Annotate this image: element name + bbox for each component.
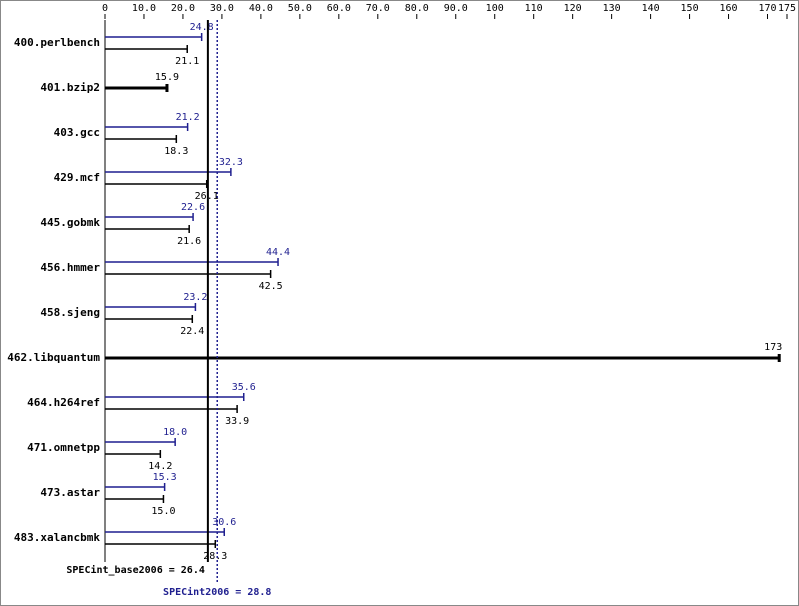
x-tick-label: 120 [564,3,582,14]
value-label: 24.8 [190,22,214,33]
value-label: 35.6 [232,382,256,393]
value-label: 15.9 [155,72,179,83]
category-label: 456.hmmer [40,261,100,274]
bar [105,303,197,311]
bar [105,180,208,188]
x-tick-label: 90.0 [444,3,468,14]
x-tick-label: 20.0 [171,3,195,14]
x-tick-label: 150 [681,3,699,14]
bar [105,315,194,323]
x-tick-label: 110 [525,3,543,14]
bar [105,450,162,458]
value-label: 15.3 [153,472,177,483]
category-label: 445.gobmk [40,216,100,229]
x-tick-label: 170 [758,3,776,14]
category-label: 471.omnetpp [27,441,100,454]
value-label: 21.2 [176,112,200,123]
bar [105,528,226,536]
value-label: 28.3 [203,551,227,562]
bar [105,225,190,233]
value-label: 22.6 [181,202,205,213]
reference-label: SPECint2006 = 28.8 [163,586,271,598]
bar [105,483,166,491]
bar [105,168,232,176]
bar [105,495,165,503]
x-tick-label: 10.0 [132,3,156,14]
category-label: 401.bzip2 [40,81,100,94]
category-label: 473.astar [40,486,100,499]
x-tick-label: 60.0 [327,3,351,14]
x-tick-label: 100 [486,3,504,14]
value-label: 32.3 [219,157,243,168]
bar [105,258,279,266]
value-label: 15.0 [151,506,175,517]
value-label: 21.6 [177,236,201,247]
value-label: 23.2 [183,292,207,303]
bar [105,540,217,548]
bar [105,438,176,446]
category-label: 400.perlbench [14,36,100,49]
value-label: 33.9 [225,416,249,427]
bar [105,123,189,131]
reference-label: SPECint_base2006 = 26.4 [66,564,204,576]
value-label: 18.3 [164,146,188,157]
category-label: 464.h264ref [27,396,100,409]
category-label: 429.mcf [54,171,100,184]
bar [105,135,178,143]
x-tick-label: 40.0 [249,3,273,14]
category-label: 483.xalancbmk [14,531,100,544]
value-label: 42.5 [259,281,283,292]
bar [105,393,245,401]
category-label: 458.sjeng [40,306,100,319]
x-tick-label: 80.0 [405,3,429,14]
x-tick-label: 30.0 [210,3,234,14]
value-label: 21.1 [175,56,199,67]
bar [105,213,194,221]
x-tick-label: 175 [778,3,796,14]
value-label: 14.2 [148,461,172,472]
bar [105,270,272,278]
x-tick-label: 140 [642,3,660,14]
category-label: 462.libquantum [7,351,100,364]
category-label: 403.gcc [54,126,100,139]
bar [105,33,203,41]
x-tick-label: 130 [603,3,621,14]
value-label: 173 [764,342,782,353]
value-label: 30.6 [212,517,236,528]
x-tick-label: 50.0 [288,3,312,14]
x-tick-label: 70.0 [366,3,390,14]
value-label: 22.4 [180,326,204,337]
bar [105,84,169,92]
x-tick-label: 0 [102,3,108,14]
value-label: 18.0 [163,427,187,438]
x-tick-label: 160 [720,3,738,14]
value-label: 44.4 [266,247,290,258]
value-label: 26.1 [195,191,219,202]
bar [105,45,188,53]
bar [105,405,238,413]
